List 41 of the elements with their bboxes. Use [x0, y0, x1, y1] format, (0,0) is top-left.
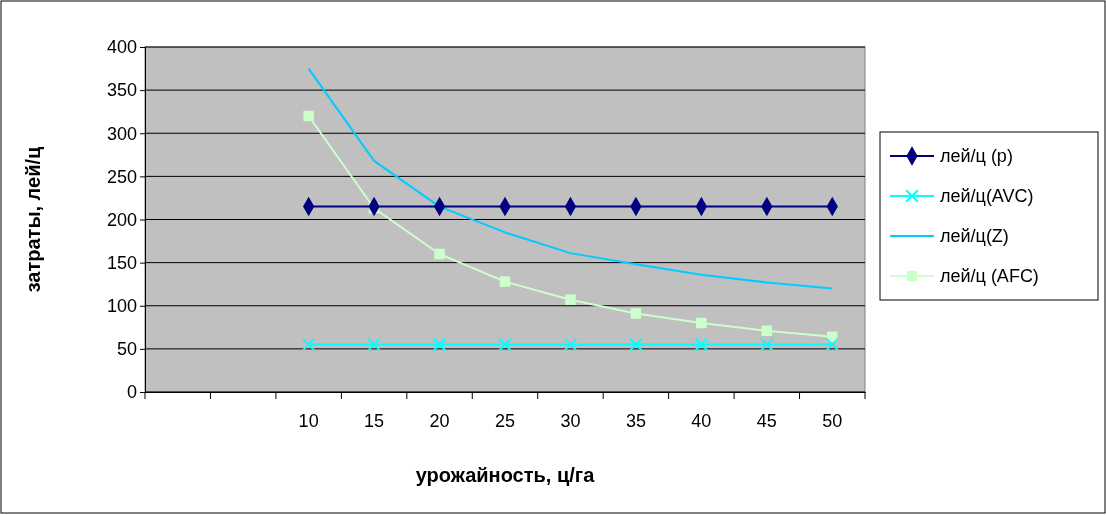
point	[498, 337, 512, 352]
x-tick-label: 25	[494, 410, 516, 431]
x-tick-label: 30	[560, 410, 581, 431]
point	[761, 325, 773, 337]
x-tick-label: 40	[691, 410, 712, 431]
y-tick-label: 350	[106, 80, 137, 101]
point	[565, 294, 576, 305]
point	[694, 337, 709, 352]
y-tick-label: 200	[106, 209, 137, 230]
y-tick-label: 300	[106, 123, 137, 144]
point	[303, 110, 314, 122]
x-tick-label: 35	[625, 410, 646, 431]
point	[696, 317, 707, 329]
x-tick-label: 20	[429, 410, 450, 431]
line-series	[307, 67, 834, 290]
x-tick-label: 10	[298, 410, 319, 431]
legend-label: лей/ц(Z)	[940, 226, 1009, 246]
y-tick-label: 400	[106, 37, 137, 58]
point	[499, 276, 511, 287]
x-axis-title: урожайность, ц/га	[415, 464, 596, 486]
y-axis-title: затраты, лей/ц	[22, 145, 44, 293]
y-tick-label: 0	[126, 382, 137, 403]
y-tick-label: 50	[116, 339, 137, 360]
point	[432, 337, 447, 352]
legend-label: лей/ц (р)	[940, 146, 1013, 166]
x-tick-label: 45	[756, 410, 777, 431]
x-tick-label: 15	[364, 410, 385, 431]
point	[629, 337, 643, 352]
legend-label: лей/ц (AFC)	[940, 266, 1039, 286]
y-tick-label: 100	[106, 296, 137, 317]
point	[434, 248, 445, 260]
legend-label: лей/ц(AVC)	[940, 186, 1034, 206]
point	[630, 308, 642, 319]
y-tick-label: 150	[106, 252, 137, 273]
y-tick-label: 250	[106, 166, 137, 187]
point	[825, 337, 840, 352]
point	[301, 337, 316, 352]
point	[367, 337, 381, 352]
point	[563, 337, 578, 352]
x-tick-label: 50	[822, 410, 843, 431]
point	[760, 337, 774, 352]
